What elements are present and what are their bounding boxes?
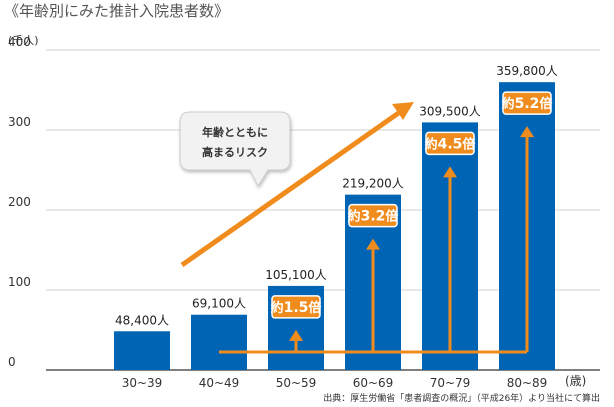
ratio-arrow-head <box>520 126 534 138</box>
x-tick-label: 70~79 <box>430 376 471 390</box>
y-axis-ticks: 0 100 200 300 400 <box>8 35 31 369</box>
callout-bubble: 年齢とともに 高まるリスク <box>179 111 291 188</box>
y-tick-label: 100 <box>8 275 31 289</box>
ratio-arrows <box>219 126 534 354</box>
data-label: 219,200人 <box>342 177 404 191</box>
source-note: 出典：厚生労働省「患者調査の概況」（平成26年）より当社にて算出 <box>323 392 600 404</box>
x-tick-label: 80~89 <box>507 376 548 390</box>
y-tick-label: 400 <box>8 35 31 49</box>
callout-shape <box>179 111 291 188</box>
x-axis-categories: 30~39 40~49 50~59 60~69 70~79 80~89 <box>122 376 548 390</box>
bar <box>114 331 170 370</box>
x-tick-label: 40~49 <box>199 376 240 390</box>
callout-line-2: 高まるリスク <box>202 145 268 159</box>
trend-arrow-head <box>392 102 414 120</box>
y-axis-label: (千人) <box>8 34 39 47</box>
data-label: 48,400人 <box>115 313 169 327</box>
ratio-label: 約1.5倍 <box>271 300 322 316</box>
bar <box>191 314 247 370</box>
ratio-arrow-head <box>366 238 380 250</box>
ratio-arrow-head <box>289 329 303 341</box>
value-labels: 48,400人 69,100人 105,100人 219,200人 309,500人 35… <box>115 64 558 327</box>
ratio-badge <box>502 91 552 115</box>
y-tick-label: 0 <box>8 355 16 369</box>
trend-arrow-shaft <box>180 109 402 268</box>
y-tick-label: 200 <box>8 195 31 209</box>
ratio-badges: 約1.5倍 約3.2倍 約4.5倍 約5.2倍 <box>271 91 553 319</box>
data-label: 105,100人 <box>265 268 327 282</box>
ratio-label: 約3.2倍 <box>348 209 399 225</box>
x-tick-label: 50~59 <box>276 376 317 390</box>
ratio-badge <box>271 295 321 319</box>
callout-line-1: 年齢とともに <box>202 125 268 139</box>
y-tick-label: 300 <box>8 115 31 129</box>
data-label: 359,800人 <box>496 64 558 78</box>
x-tick-label: 30~39 <box>122 376 163 390</box>
x-tick-label: 60~69 <box>353 376 394 390</box>
trend-arrow <box>180 102 414 268</box>
ratio-label: 約5.2倍 <box>502 96 553 112</box>
data-label: 309,500人 <box>419 104 481 118</box>
ratio-badge <box>348 203 398 228</box>
ratio-label: 約4.5倍 <box>425 136 476 152</box>
ratio-arrow-head <box>443 166 457 178</box>
chart-title: 《年齢別にみた推計入院患者数》 <box>4 2 229 20</box>
data-label: 69,100人 <box>192 297 246 311</box>
ratio-badge <box>425 131 475 156</box>
x-axis-label: (歳) <box>565 374 586 388</box>
